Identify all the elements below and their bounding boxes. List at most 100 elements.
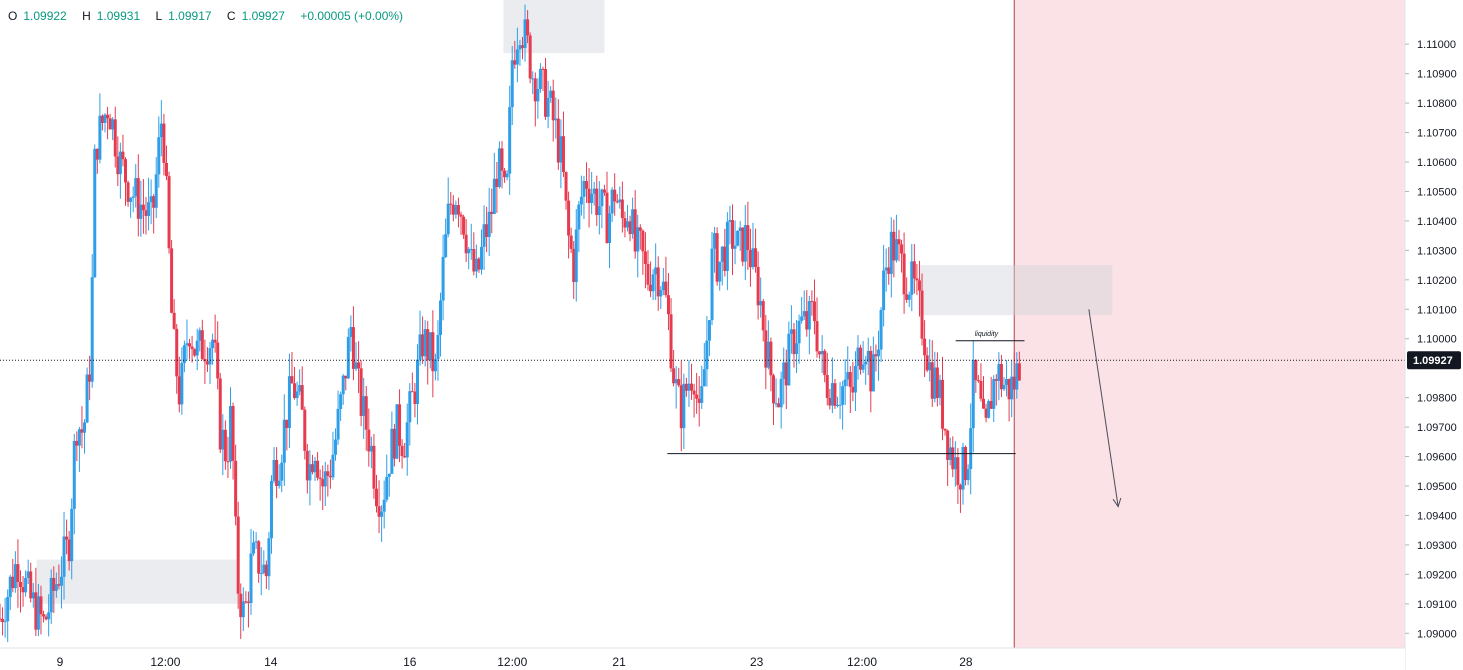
- candle-body-1: [1, 618, 5, 623]
- candle-body-302: [771, 375, 775, 404]
- candle-body-221: [564, 172, 568, 201]
- y-tick-label-11: 1.10100: [1417, 304, 1457, 316]
- candle-body-168: [428, 332, 432, 361]
- candle-body-348: [889, 231, 893, 274]
- y-tick-label-7: 1.09700: [1417, 422, 1457, 434]
- candle-body-44: [111, 119, 115, 130]
- candle-body-308: [787, 333, 791, 386]
- candle-body-375: [958, 485, 962, 490]
- candle-body-245: [625, 221, 629, 228]
- y-tick-label-13: 1.10300: [1417, 245, 1457, 257]
- candle-body-202: [515, 49, 519, 65]
- candle-body-334: [853, 366, 857, 393]
- candle-body-6: [13, 564, 17, 589]
- candle-body-296: [756, 266, 760, 306]
- candle-body-183: [467, 249, 471, 254]
- candle-body-65: [164, 162, 168, 177]
- candle-body-139: [354, 362, 358, 369]
- candle-body-91: [231, 406, 235, 461]
- candle-body-131: [334, 439, 338, 455]
- candle-body-368: [941, 379, 945, 429]
- candle-body-310: [792, 329, 796, 355]
- candle-body-189: [482, 224, 486, 247]
- candle-body-361: [923, 338, 927, 356]
- candle-body-383: [979, 380, 983, 399]
- candle-body-76: [193, 349, 197, 356]
- candle-body-89: [226, 461, 230, 463]
- candle-body-318: [812, 301, 816, 322]
- candle-body-8: [18, 582, 22, 588]
- candle-body-228: [582, 180, 586, 197]
- candle-body-177: [451, 204, 455, 215]
- candle-body-166: [423, 329, 427, 357]
- candle-body-244: [623, 218, 627, 228]
- y-tick-label-5: 1.09500: [1417, 481, 1457, 493]
- candle-body-191: [487, 211, 491, 237]
- candle-body-335: [856, 347, 860, 367]
- candle-body-37: [93, 148, 97, 278]
- candle-body-359: [917, 280, 921, 291]
- candle-body-17: [42, 614, 46, 617]
- candle-body-98: [249, 553, 253, 604]
- candle-body-260: [664, 281, 668, 296]
- candle-body-172: [439, 300, 443, 336]
- candle-body-230: [587, 188, 591, 203]
- candle-body-331: [846, 371, 850, 380]
- candle-body-24: [59, 576, 63, 586]
- candle-body-83: [211, 339, 215, 349]
- candle-body-215: [549, 90, 553, 98]
- candle-body-75: [190, 346, 194, 350]
- candle-body-147: [374, 488, 378, 507]
- candle-body-347: [887, 267, 891, 274]
- candle-body-263: [672, 368, 676, 384]
- candle-body-196: [500, 148, 504, 171]
- candle-body-95: [241, 601, 245, 618]
- candle-body-292: [746, 225, 750, 251]
- candle-body-178: [454, 205, 458, 215]
- ohlc-low: L 1.09917: [155, 9, 212, 23]
- candle-body-250: [638, 227, 642, 231]
- candle-body-391: [999, 363, 1003, 390]
- candle-body-107: [272, 460, 276, 481]
- ohlc-close: C 1.09927: [226, 9, 285, 23]
- candle-body-176: [449, 203, 453, 205]
- candle-body-72: [182, 345, 186, 364]
- candle-body-350: [894, 239, 898, 261]
- candle-body-382: [976, 380, 980, 382]
- candle-body-63: [159, 123, 163, 138]
- candle-body-394: [1007, 379, 1011, 400]
- candle-body-173: [441, 256, 445, 301]
- candle-body-273: [697, 398, 701, 403]
- candle-body-150: [382, 499, 386, 512]
- forecast-arrow-head: [1112, 497, 1122, 508]
- x-tick-label-5: 21: [612, 655, 626, 669]
- candle-body-269: [687, 383, 691, 391]
- candle-body-11: [26, 571, 30, 578]
- candle-body-213: [544, 69, 548, 117]
- candle-body-35: [88, 374, 92, 382]
- y-tick-label-1: 1.09100: [1417, 599, 1457, 611]
- candle-body-169: [431, 332, 435, 372]
- candle-body-3: [6, 596, 10, 622]
- candle-body-47: [118, 151, 122, 175]
- candle-body-203: [518, 45, 522, 50]
- candle-body-261: [666, 295, 670, 315]
- candle-body-220: [561, 136, 565, 173]
- candle-body-324: [828, 397, 832, 406]
- annotations-layer: liquidity: [975, 331, 999, 338]
- candle-body-343: [876, 349, 880, 357]
- annotation-label-0: liquidity: [975, 331, 999, 338]
- candle-body-248: [633, 209, 637, 252]
- candle-body-94: [239, 593, 243, 618]
- candle-body-182: [464, 234, 468, 254]
- candle-body-336: [859, 347, 863, 370]
- candle-body-212: [541, 68, 545, 70]
- candle-body-39: [98, 115, 102, 160]
- candle-body-214: [546, 97, 550, 117]
- candle-body-320: [818, 351, 822, 355]
- candle-body-160: [408, 391, 412, 423]
- candle-body-148: [377, 506, 381, 517]
- candle-body-384: [982, 398, 985, 409]
- candle-body-239: [610, 189, 614, 214]
